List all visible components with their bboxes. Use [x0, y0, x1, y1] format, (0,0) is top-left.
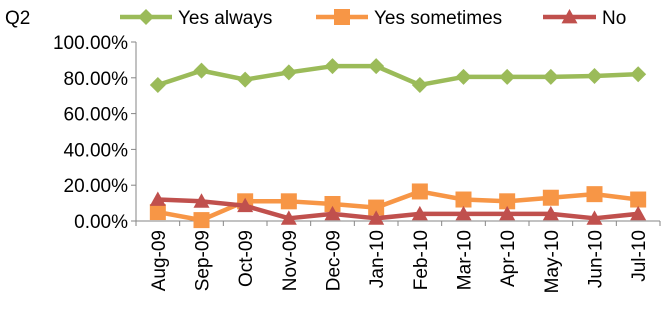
- x-tick-label: Aug-09: [149, 230, 170, 291]
- x-tick-label: Sep-09: [193, 230, 214, 291]
- x-tick-label: Jul-10: [629, 230, 650, 282]
- data-point-yes-always: [411, 76, 428, 93]
- data-point-yes-always: [237, 71, 254, 88]
- data-point-yes-always: [499, 68, 516, 85]
- data-point-yes-sometimes: [455, 191, 472, 208]
- data-point-no: [455, 205, 472, 221]
- x-tick-label: Apr-10: [498, 230, 519, 287]
- data-point-no: [499, 205, 516, 221]
- y-tick-label: 20.00%: [64, 176, 129, 197]
- data-point-yes-sometimes: [149, 204, 166, 221]
- data-point-yes-sometimes: [280, 193, 297, 210]
- series-line-yes-always: [155, 63, 641, 88]
- legend-label: Yes sometimes: [374, 8, 502, 29]
- data-point-yes-always: [630, 66, 647, 83]
- x-tick-label: Feb-10: [411, 230, 432, 290]
- series-line-no: [155, 197, 641, 221]
- x-tick-label: Dec-09: [324, 230, 345, 291]
- data-point-no: [630, 205, 647, 221]
- x-tick-label: May-10: [542, 230, 563, 293]
- legend-label: Yes always: [178, 8, 272, 29]
- axes: [131, 41, 661, 226]
- data-point-yes-always: [455, 68, 472, 85]
- data-point-no: [193, 193, 210, 208]
- y-tick-label: 60.00%: [64, 105, 129, 126]
- tick-labels: 0.00% 20.00% 40.00% 60.00% 80.00% 100.00% Aug-…: [53, 33, 650, 293]
- legend-label: No: [602, 8, 626, 29]
- y-tick-label: 100.00%: [53, 33, 128, 54]
- series-no: [149, 191, 647, 225]
- data-point-yes-always: [193, 62, 210, 79]
- data-point-yes-sometimes: [586, 186, 603, 203]
- data-point-yes-always: [324, 58, 341, 75]
- data-point-yes-sometimes: [324, 195, 341, 212]
- data-point-yes-sometimes: [542, 189, 559, 206]
- legend-marker: [334, 9, 350, 25]
- data-point-no: [237, 197, 254, 213]
- x-tick-label: Nov-09: [280, 230, 301, 291]
- y-tick-label: 80.00%: [64, 69, 129, 90]
- data-point-no: [324, 205, 341, 221]
- data-point-yes-always: [280, 64, 297, 81]
- data-point-no: [586, 210, 603, 225]
- data-point-yes-always: [586, 68, 603, 85]
- x-tick-label: Mar-10: [455, 230, 476, 290]
- y-tick-label: 0.00%: [74, 212, 128, 233]
- data-point-yes-always: [368, 58, 385, 75]
- y-tick-label: 40.00%: [64, 140, 129, 161]
- data-point-yes-sometimes: [630, 191, 647, 208]
- data-point-yes-always: [542, 68, 559, 85]
- data-point-no: [411, 205, 428, 221]
- data-point-yes-sometimes: [193, 212, 210, 229]
- legend-item-yes-always: Yes always: [120, 8, 272, 29]
- legend-item-yes-sometimes: Yes sometimes: [316, 8, 502, 29]
- legend-item-no: No: [543, 8, 626, 29]
- series-yes-always: [149, 58, 647, 93]
- legend: Yes always Yes sometimes No: [120, 8, 626, 29]
- data-point-yes-sometimes: [368, 199, 385, 216]
- x-tick-label: Oct-09: [236, 230, 257, 287]
- data-point-yes-sometimes: [499, 193, 516, 210]
- legend-marker: [561, 9, 578, 24]
- legend-marker: [138, 9, 154, 25]
- chart-title: Q2: [5, 8, 30, 29]
- data-point-no: [149, 191, 166, 206]
- data-point-yes-always: [149, 76, 166, 93]
- data-point-no: [542, 205, 559, 221]
- data-point-no: [368, 210, 385, 225]
- data-point-yes-sometimes: [411, 183, 428, 200]
- data-point-no: [280, 210, 297, 225]
- x-tick-label: Jan-10: [367, 230, 388, 288]
- series-group: [149, 58, 647, 229]
- x-tick-label: Jun-10: [586, 230, 607, 288]
